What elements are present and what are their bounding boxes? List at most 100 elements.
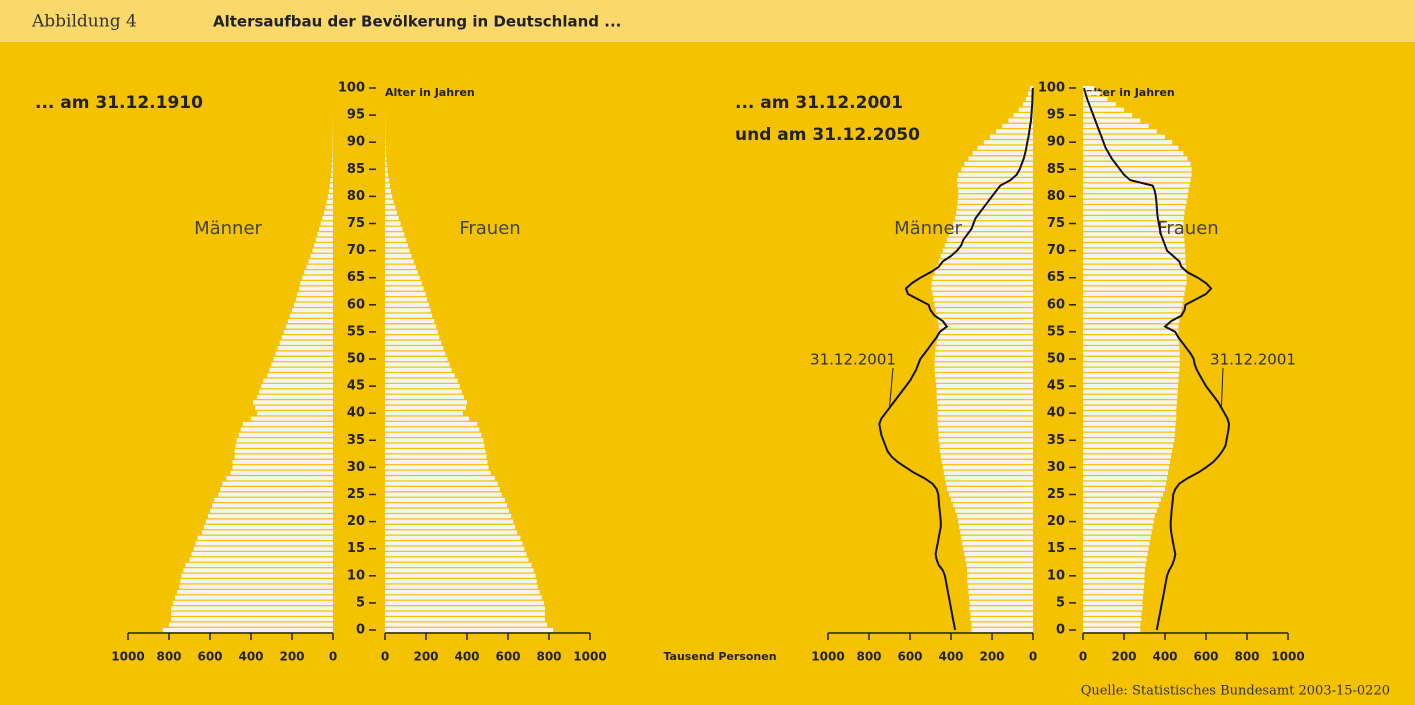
bar (242, 421, 333, 427)
bar (968, 589, 1033, 595)
bar (968, 156, 1033, 161)
bar (934, 302, 1033, 307)
bar (959, 524, 1033, 530)
bar (232, 459, 333, 465)
bar (989, 134, 1033, 139)
bar (1083, 237, 1185, 242)
bar (385, 221, 401, 226)
bar (191, 552, 333, 557)
x-tick-label: 0 (1029, 650, 1037, 664)
bar (1083, 210, 1185, 215)
x-axis-label: Tausend Personen (663, 650, 776, 663)
bar (304, 270, 333, 275)
side-label: Männer (194, 218, 262, 239)
bar (1083, 367, 1180, 372)
side-label: Frauen (459, 218, 520, 239)
y-tick-label: 45 (347, 379, 365, 394)
bar (218, 492, 333, 497)
bar (212, 503, 333, 508)
bar (385, 253, 412, 259)
bar (972, 150, 1033, 156)
y-tick-label: 65 (347, 270, 365, 285)
x-tick-label: 1000 (111, 650, 144, 664)
bar (1083, 340, 1179, 345)
bar (385, 416, 470, 421)
bar (967, 573, 1033, 578)
x-tick-label: 800 (856, 650, 881, 664)
bar (951, 497, 1033, 503)
bar (960, 530, 1033, 535)
bar (1083, 356, 1180, 362)
bar (281, 335, 333, 340)
chart-title: ... am 31.12.1910 (35, 93, 203, 113)
bar (1083, 384, 1179, 389)
bar (1083, 546, 1149, 551)
bar (1083, 335, 1179, 340)
bar (1083, 221, 1184, 226)
bar (1083, 140, 1173, 145)
bar (236, 438, 333, 443)
bar (385, 421, 478, 427)
bar (385, 394, 464, 400)
bar (937, 421, 1033, 427)
bar (1083, 476, 1168, 481)
bar (1083, 617, 1142, 622)
bar (328, 188, 333, 194)
bar (957, 514, 1033, 519)
bar (319, 226, 333, 232)
x-tick-label: 0 (329, 650, 337, 664)
x-tick-label: 800 (156, 650, 181, 664)
bar (385, 432, 482, 437)
bar (932, 275, 1033, 280)
bar (1083, 530, 1152, 535)
bar (299, 286, 333, 291)
bar (289, 313, 333, 318)
bar (937, 411, 1033, 416)
bar (385, 427, 480, 432)
y-tick-label: 0 (1056, 623, 1065, 638)
y-tick-label: 90 (347, 135, 365, 150)
bar (271, 362, 333, 367)
bar (273, 356, 333, 362)
bar (385, 248, 410, 253)
bar (385, 291, 426, 297)
bar (934, 356, 1033, 362)
bar (275, 351, 333, 356)
bar (1083, 329, 1179, 334)
bar (385, 389, 462, 394)
y-tick-label: 80 (1047, 189, 1065, 204)
bar (1083, 107, 1124, 112)
bar (385, 438, 484, 443)
bar (1083, 178, 1191, 183)
bar (948, 232, 1033, 237)
x-tick-label: 600 (495, 650, 520, 664)
bar (1083, 150, 1184, 156)
bar (251, 416, 333, 421)
bar (1083, 611, 1142, 616)
x-tick-label: 200 (1111, 650, 1136, 664)
y-tick-label: 5 (1056, 595, 1065, 610)
bar (385, 297, 428, 302)
bar (385, 205, 396, 210)
bar (173, 600, 333, 605)
bar (1083, 308, 1182, 313)
bar (269, 367, 333, 372)
bar (329, 183, 333, 188)
bar (385, 606, 545, 611)
y-tick-label: 15 (1047, 541, 1065, 556)
bar (330, 172, 333, 177)
bar (189, 557, 333, 562)
bar (938, 427, 1033, 432)
bar (1083, 351, 1180, 356)
bar (1083, 508, 1157, 513)
bar (169, 622, 333, 627)
y-tick-label: 75 (1047, 216, 1065, 231)
bar (385, 232, 405, 237)
bar (1083, 421, 1176, 427)
bar (1083, 568, 1145, 573)
bar (1083, 205, 1186, 210)
bar (945, 481, 1033, 486)
bar (1022, 102, 1033, 107)
bar (385, 275, 420, 280)
y-tick-label: 80 (347, 189, 365, 204)
